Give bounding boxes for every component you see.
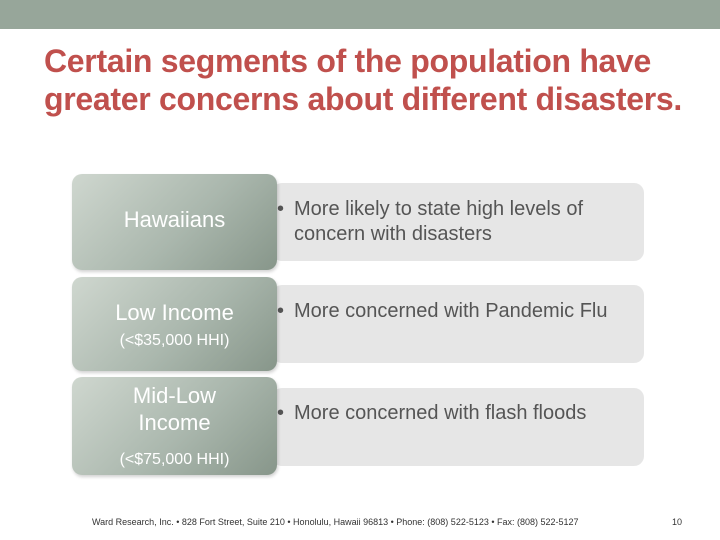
segment-row-low-income: • More concerned with Pandemic Flu Low I… [72, 277, 644, 371]
bullet-marker: • [277, 402, 285, 424]
segment-description: More concerned with flash floods [294, 402, 587, 424]
segment-description-box: • More concerned with flash floods [272, 388, 644, 466]
segment-description: More likely to state high levels of conc… [294, 198, 584, 245]
segment-label: Hawaiians [123, 207, 226, 232]
segment-bullet-item: • More concerned with Pandemic Flu [272, 299, 644, 324]
segment-bullet-item: • More concerned with flash floods [272, 401, 644, 426]
footer-contact-info: Ward Research, Inc. • 828 Fort Street, S… [92, 517, 579, 527]
segment-description-box: • More concerned with Pandemic Flu [272, 285, 644, 363]
segment-label-box: Low Income (<$35,000 HHI) [72, 277, 277, 371]
segment-description-box: • More likely to state high levels of co… [272, 183, 644, 261]
segment-label: Low Income [115, 300, 234, 325]
segment-label: Mid-Low Income [132, 383, 217, 435]
slide-title: Certain segments of the population have … [44, 43, 682, 117]
top-accent-bar [0, 0, 720, 29]
bullet-marker: • [277, 198, 285, 220]
page-number: 10 [672, 517, 683, 527]
segment-sublabel: (<$75,000 HHI) [119, 451, 230, 468]
bullet-marker: • [277, 300, 285, 322]
segment-label-box: Mid-Low Income (<$75,000 HHI) [72, 377, 277, 475]
segment-row-mid-low-income: • More concerned with flash floods Mid-L… [72, 377, 644, 475]
segment-bullet-item: • More likely to state high levels of co… [272, 197, 644, 247]
segment-row-hawaiians: • More likely to state high levels of co… [72, 174, 644, 270]
segment-description: More concerned with Pandemic Flu [294, 300, 608, 322]
segment-label-box: Hawaiians [72, 174, 277, 270]
segment-sublabel: (<$35,000 HHI) [119, 332, 230, 349]
